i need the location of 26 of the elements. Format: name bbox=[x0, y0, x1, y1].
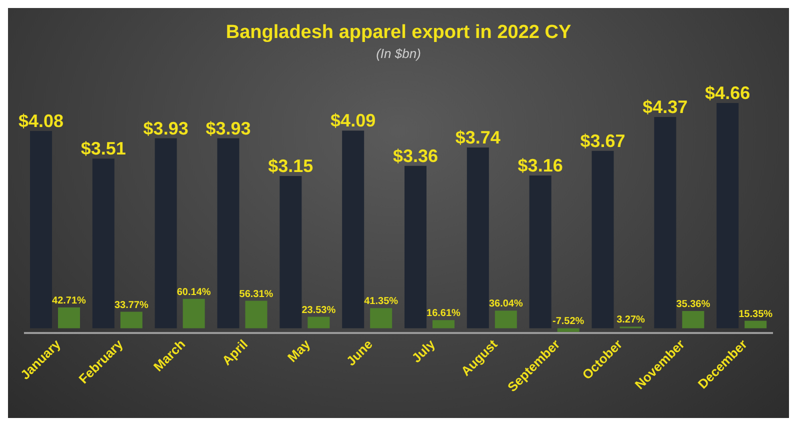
data-label: $3.93 bbox=[206, 118, 251, 138]
chart-title: Bangladesh apparel export in 2022 CY bbox=[224, 21, 572, 44]
data-label: $4.37 bbox=[642, 97, 688, 118]
data-label: 35.36% bbox=[676, 299, 710, 310]
data-label: $3.67 bbox=[580, 130, 626, 151]
data-label: $4.08 bbox=[18, 111, 64, 132]
data-label: 3.27% bbox=[616, 314, 646, 326]
data-label: $4.09 bbox=[330, 110, 376, 131]
data-label: $3.93 bbox=[143, 118, 188, 138]
data-label: 42.71% bbox=[52, 295, 86, 306]
data-label: 60.14% bbox=[176, 286, 211, 298]
chart-subtitle: (In $bn) bbox=[375, 46, 422, 61]
data-label: $3.36 bbox=[392, 146, 438, 166]
data-label: $4.66 bbox=[705, 83, 750, 104]
data-label: 16.61% bbox=[426, 308, 461, 320]
data-label: $3.74 bbox=[455, 127, 500, 148]
data-label: $3.15 bbox=[268, 156, 314, 176]
data-label: $3.51 bbox=[80, 138, 126, 159]
data-label: $3.16 bbox=[518, 156, 563, 176]
data-label: 41.35% bbox=[364, 296, 398, 308]
data-label: 15.35% bbox=[738, 308, 773, 320]
data-label: 56.31% bbox=[239, 288, 274, 300]
data-label: 36.04% bbox=[488, 298, 523, 310]
data-label: 23.53% bbox=[302, 304, 336, 316]
data-label: 33.77% bbox=[114, 300, 148, 311]
data-label: -7.52% bbox=[552, 316, 584, 328]
